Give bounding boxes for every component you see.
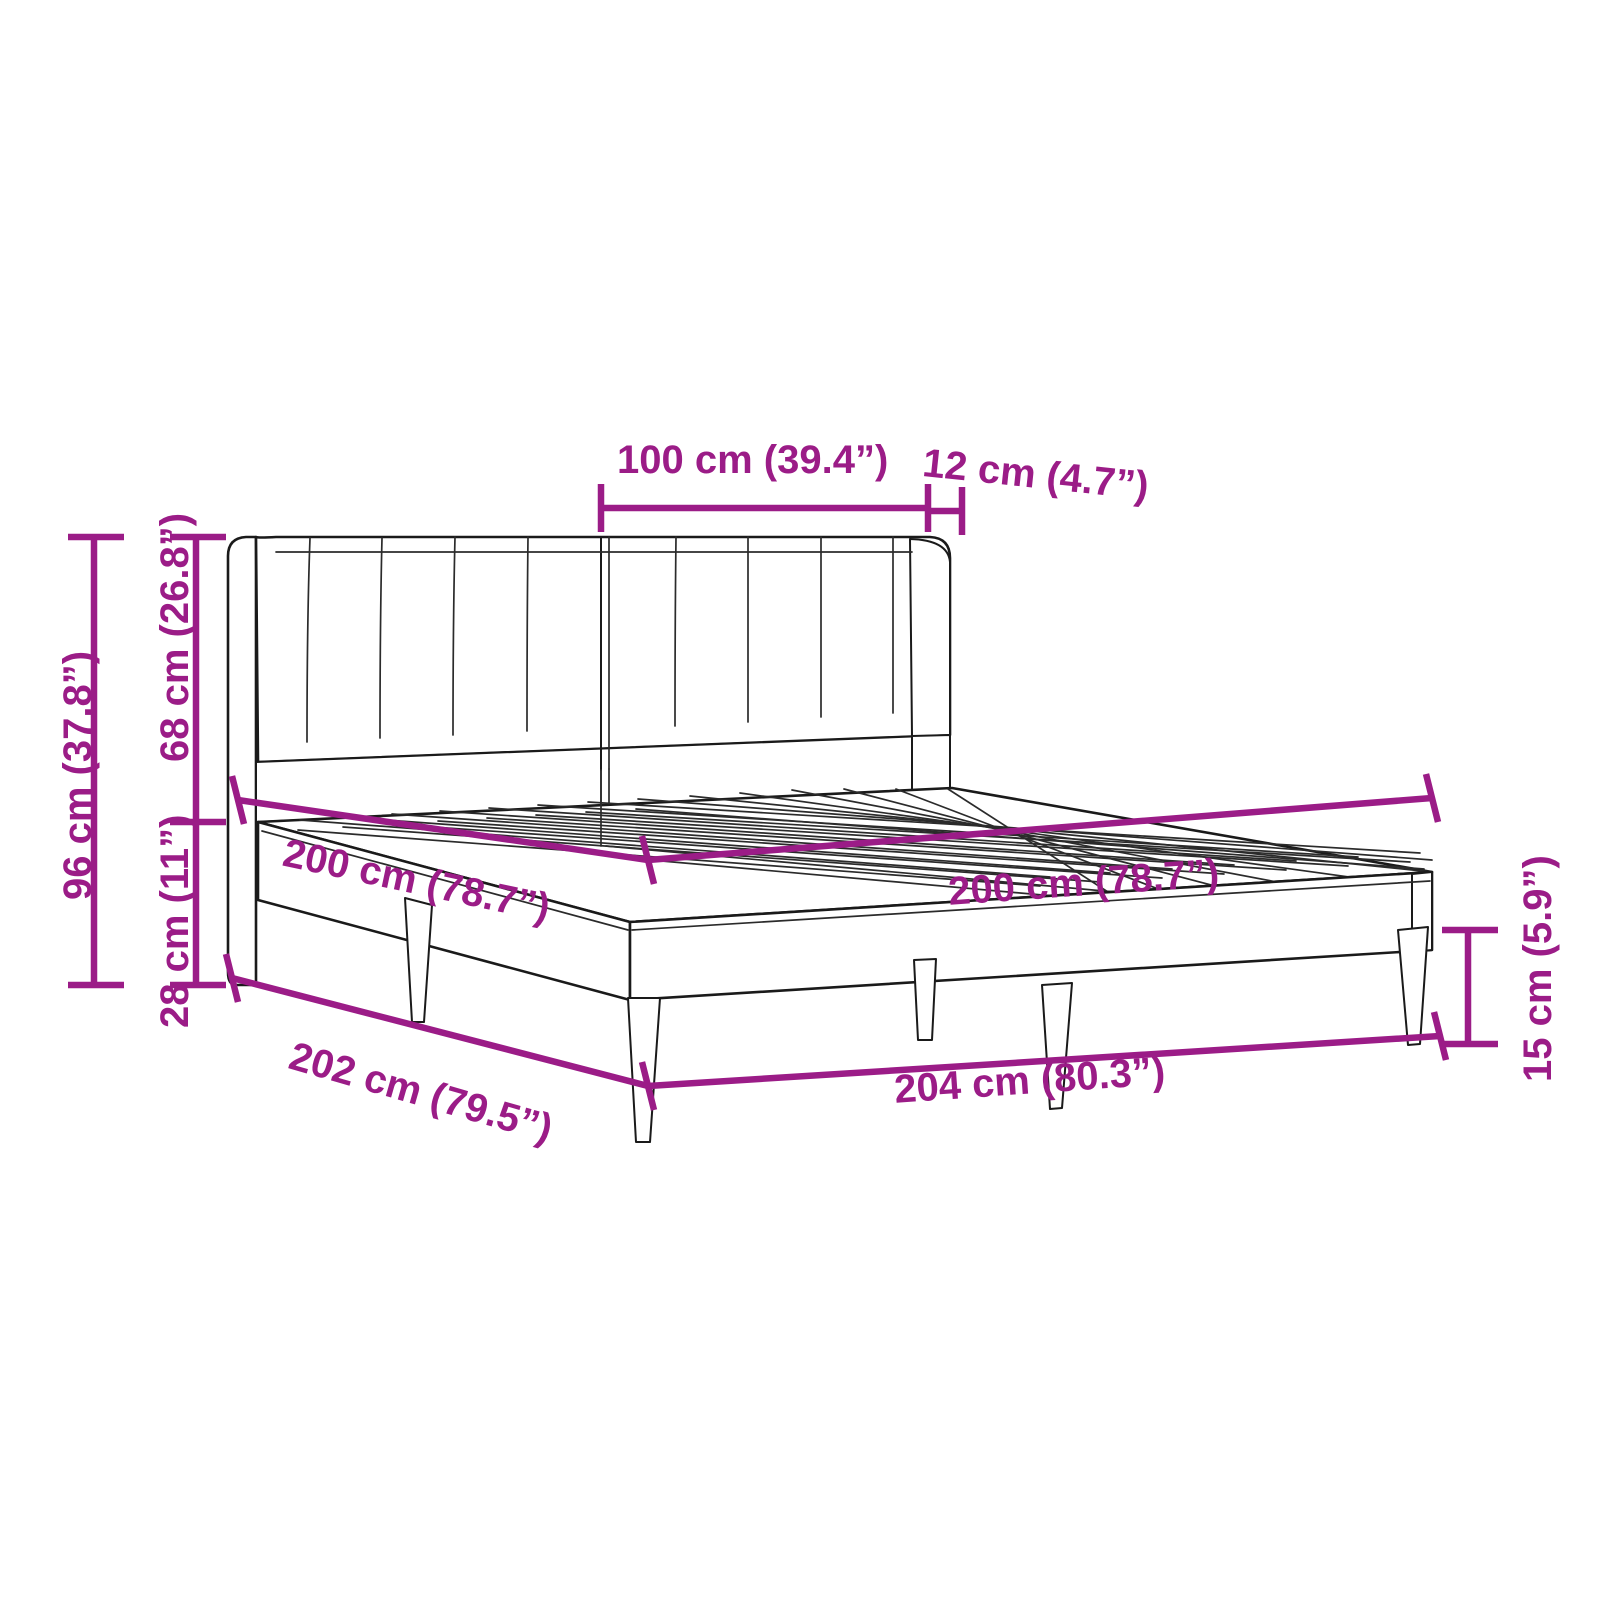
dimension-label-68cm: 68 cm (26.8”) [153, 512, 197, 762]
dim-96cm [68, 533, 124, 989]
dimension-lines [68, 484, 1498, 1111]
dimension-label-100cm: 100 cm (39.4”) [617, 438, 889, 482]
bed-legs [404, 897, 1429, 1143]
dim-12cm [928, 487, 966, 535]
leg-rear-right [1397, 926, 1429, 1046]
tuft-seam-2 [379, 537, 383, 739]
tuft-seam-5 [674, 536, 677, 727]
dimension-label-28cm: 28 cm (11”) [153, 814, 197, 1028]
dimension-label-15cm: 15 cm (5.9”) [1516, 855, 1560, 1082]
dimension-label-96cm: 96 cm (37.8”) [56, 650, 100, 900]
leg-front-right [1041, 982, 1073, 1110]
rail-highlight-left [261, 830, 629, 931]
bed-frame-illustration [226, 535, 1434, 1143]
headboard [226, 535, 952, 987]
leg-front-left [404, 897, 433, 1023]
tuft-seam-1 [306, 537, 311, 743]
dim-200cm-right [647, 773, 1442, 864]
dim-28cm [170, 822, 226, 989]
dim-15cm [1442, 926, 1498, 1048]
dim-204cm [647, 1011, 1450, 1090]
tuft-seam-4 [526, 536, 529, 732]
rail-highlight-front [631, 880, 1431, 931]
headboard-right-return [909, 538, 951, 743]
leg-mid-rear [913, 958, 937, 1041]
headboard-left-post [226, 535, 258, 987]
tuft-seam-3 [452, 536, 456, 736]
dim-100cm [597, 484, 932, 532]
headboard-face [254, 535, 952, 764]
bed-frame-rails [256, 820, 1434, 1002]
headboard-lower-rail-right [911, 734, 951, 792]
